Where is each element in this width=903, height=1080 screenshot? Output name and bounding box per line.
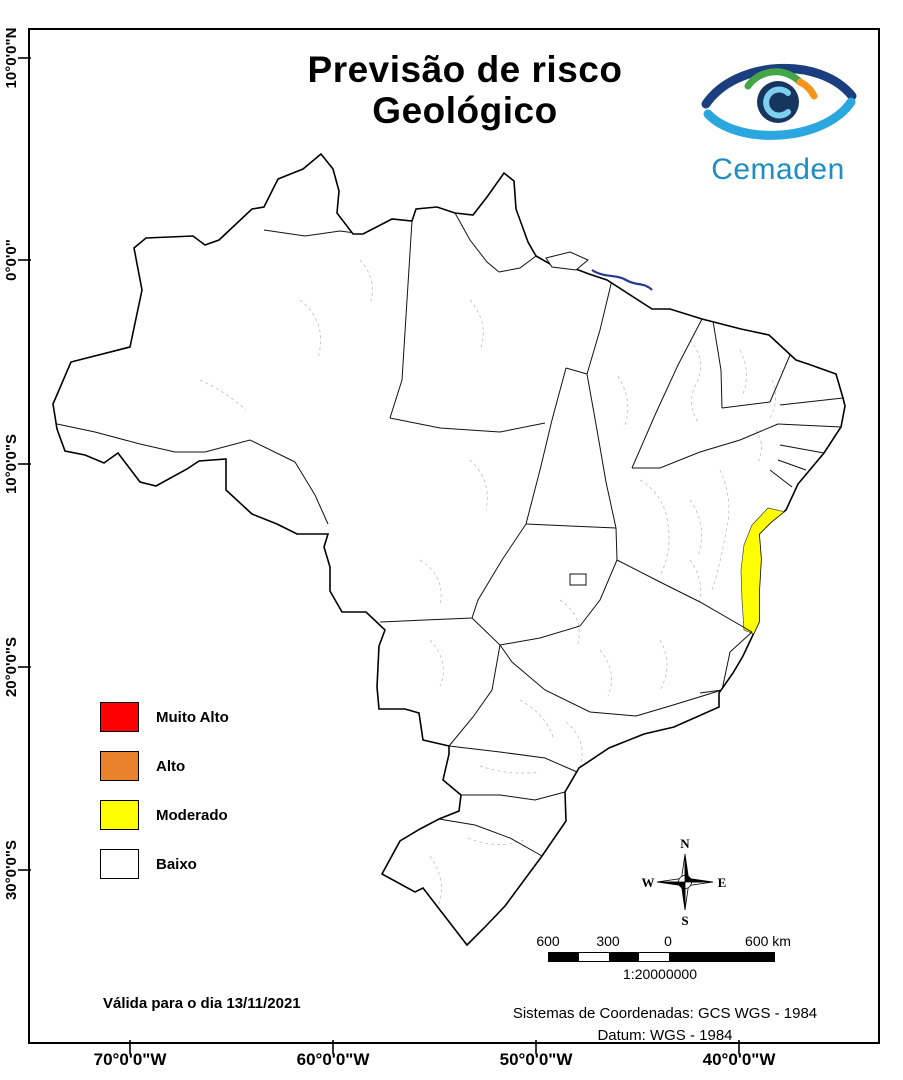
lon-label-40w: 40°0'0"W (702, 1050, 776, 1069)
scale-segment (579, 953, 609, 961)
legend-item-baixo: Baixo (100, 849, 229, 879)
alto-label: Alto (156, 757, 186, 775)
coordinate-system-note: Sistemas de Coordenadas: GCS WGS - 1984 … (440, 1003, 890, 1047)
baixo-swatch (100, 849, 139, 879)
marajo-island (545, 251, 589, 271)
lat-label-10s: 10°0'0"S (3, 433, 20, 495)
cemaden-logo: Cemaden (688, 52, 868, 192)
coords-line-2: Datum: WGS - 1984 (597, 1026, 733, 1044)
cemaden-wordmark: Cemaden (711, 153, 845, 186)
scale-ratio: 1:20000000 (623, 966, 697, 982)
scale-0: 0 (664, 933, 672, 949)
cemaden-eye-icon (701, 64, 857, 140)
scale-600-left: 600 (536, 933, 560, 949)
graticule-ticks (18, 57, 740, 1054)
muito-alto-swatch (100, 702, 139, 732)
page-title: Previsão de risco Geológico (180, 49, 750, 131)
scale-bar: 600 300 0 600 km 1:20000000 (536, 933, 791, 987)
lat-label-20s: 20°0'0"S (3, 636, 20, 698)
scale-segment (669, 953, 774, 961)
compass-e: E (718, 875, 727, 890)
muito-alto-label: Muito Alto (156, 708, 229, 726)
lat-label-30s: 30°0'0"S (3, 839, 20, 901)
risk-legend: Muito Alto Alto Moderado Baixo (100, 702, 229, 898)
coords-line-1: Sistemas de Coordenadas: GCS WGS - 1984 (512, 1005, 818, 1022)
compass-n: N (680, 836, 690, 851)
scale-bar-segments (548, 952, 775, 962)
moderado-swatch (100, 800, 139, 830)
scale-segment (639, 953, 669, 961)
legend-item-alto: Alto (100, 751, 229, 781)
lon-label-70w: 70°0'0"W (93, 1050, 167, 1069)
compass-star (656, 853, 714, 911)
title-line-1: Previsão de risco (307, 49, 623, 90)
lon-label-60w: 60°0'0"W (296, 1050, 370, 1069)
compass-s: S (681, 913, 688, 928)
scale-600-km: 600 km (745, 933, 791, 949)
validity-note: Válida para o dia 13/11/2021 (103, 995, 301, 1012)
lon-label-50w: 50°0'0"W (499, 1050, 573, 1069)
state-borders (56, 212, 844, 857)
compass-rose: N S W E (642, 836, 727, 928)
scale-segment (609, 953, 639, 961)
legend-item-muito-alto: Muito Alto (100, 702, 229, 732)
lat-label-10n: 10°0'0"N (3, 27, 20, 89)
amazon-river (591, 269, 653, 291)
compass-w: W (642, 875, 655, 890)
scale-segment (549, 953, 579, 961)
lat-label-0: 0°0'0" (3, 239, 20, 281)
title-line-2: Geológico (372, 89, 558, 131)
moderado-label: Moderado (156, 806, 228, 824)
baixo-label: Baixo (156, 855, 197, 873)
scale-300: 300 (596, 933, 620, 949)
alto-swatch (100, 751, 139, 781)
legend-item-moderado: Moderado (100, 800, 229, 830)
